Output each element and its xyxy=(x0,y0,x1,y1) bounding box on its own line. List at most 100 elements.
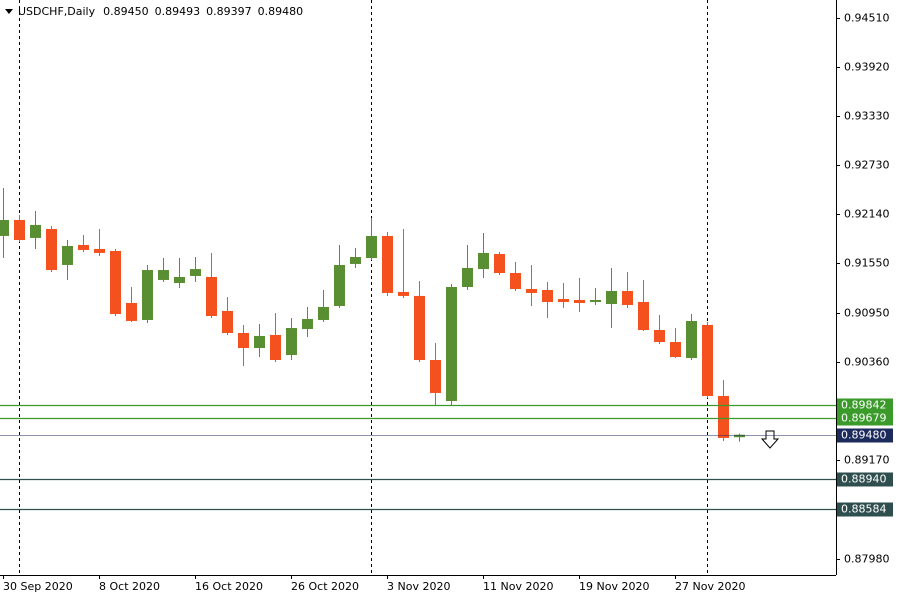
candle-body xyxy=(334,264,345,306)
x-tick-label: 27 Nov 2020 xyxy=(675,580,745,593)
candle xyxy=(174,258,185,288)
candle xyxy=(46,226,57,273)
candle xyxy=(254,323,265,358)
level-label: 0.88584 xyxy=(841,503,887,516)
candle-body xyxy=(78,244,89,250)
x-tick-label: 26 Oct 2020 xyxy=(291,580,359,593)
candle xyxy=(270,313,281,362)
candle xyxy=(654,315,665,345)
candle xyxy=(478,232,489,278)
quote-value: 0.89450 xyxy=(103,5,149,18)
quote-value: 0.89397 xyxy=(206,5,252,18)
candle xyxy=(526,264,537,306)
y-tick-label: 0.90360 xyxy=(844,356,890,369)
candle xyxy=(94,229,105,257)
y-tick-label: 0.93920 xyxy=(844,61,890,74)
quote-value: 0.89480 xyxy=(258,5,304,18)
candle xyxy=(142,264,153,323)
candle-body xyxy=(254,335,265,348)
x-tick-label: 8 Oct 2020 xyxy=(99,580,160,593)
candle-body xyxy=(526,288,537,293)
candle xyxy=(126,287,137,322)
candle-body xyxy=(110,250,121,315)
candle xyxy=(414,280,425,362)
candle xyxy=(430,343,441,406)
candle xyxy=(366,217,377,260)
level-label: 0.89842 xyxy=(841,399,887,412)
candle-body xyxy=(126,302,137,321)
candle xyxy=(206,252,217,318)
candle-body xyxy=(590,300,601,302)
symbol-header: USDCHF,Daily xyxy=(18,5,96,18)
y-tick-label: 0.93330 xyxy=(844,110,890,123)
x-tick-label: 16 Oct 2020 xyxy=(195,580,263,593)
candle-body xyxy=(558,299,569,302)
candle-body xyxy=(670,342,681,358)
candle xyxy=(302,306,313,337)
candle-body xyxy=(206,276,217,317)
level-label-box xyxy=(837,472,893,487)
candle xyxy=(190,257,201,282)
x-tick-label: 11 Nov 2020 xyxy=(483,580,553,593)
candle xyxy=(398,229,409,299)
candle-body xyxy=(414,295,425,360)
candle xyxy=(158,258,169,282)
candle xyxy=(62,240,73,280)
candle-body xyxy=(142,270,153,320)
y-tick-label: 0.87980 xyxy=(844,553,890,566)
candle-body xyxy=(702,324,713,396)
candle-body xyxy=(430,359,441,393)
candle xyxy=(622,272,633,308)
candle-body xyxy=(270,334,281,360)
x-tick-label: 19 Nov 2020 xyxy=(579,580,649,593)
candle-body xyxy=(366,235,377,259)
candle-body xyxy=(686,320,697,359)
candle-body xyxy=(318,306,329,320)
candle xyxy=(14,215,25,243)
candle-body xyxy=(398,291,409,296)
candle-body xyxy=(446,287,457,402)
candle xyxy=(542,281,553,318)
candle-body xyxy=(190,269,201,276)
candle-body xyxy=(238,332,249,348)
candle xyxy=(462,244,473,290)
y-tick-label: 0.90950 xyxy=(844,307,890,320)
menu-triangle[interactable] xyxy=(5,9,13,14)
y-tick-label: 0.94510 xyxy=(844,12,890,25)
candle xyxy=(446,284,457,405)
level-label-box xyxy=(837,502,893,517)
candle-body xyxy=(62,245,73,265)
candle-body xyxy=(462,267,473,288)
level-label-box xyxy=(837,398,893,413)
y-tick-label: 0.89170 xyxy=(844,454,890,467)
level-label-box xyxy=(837,428,893,443)
candle xyxy=(510,261,521,291)
candle-body xyxy=(542,289,553,302)
candle-body xyxy=(350,257,361,264)
candle-body xyxy=(734,434,745,438)
x-tick-label: 3 Nov 2020 xyxy=(387,580,450,593)
candle xyxy=(286,317,297,360)
candle-body xyxy=(302,318,313,330)
candle xyxy=(718,379,729,442)
candle xyxy=(702,321,713,399)
candle-body xyxy=(222,310,233,333)
candle-body xyxy=(174,276,185,284)
candle-body xyxy=(606,290,617,304)
candle-body xyxy=(94,248,105,253)
level-label: 0.89480 xyxy=(841,429,887,442)
candle xyxy=(78,234,89,252)
candle xyxy=(0,187,9,259)
candle xyxy=(670,328,681,359)
x-tick-label: 30 Sep 2020 xyxy=(3,580,73,593)
candle-body xyxy=(0,219,9,236)
candle xyxy=(30,211,41,249)
candle xyxy=(574,277,585,313)
candle xyxy=(350,247,361,268)
y-tick-label: 0.92140 xyxy=(844,208,890,221)
candle-body xyxy=(14,219,25,241)
candle-body xyxy=(510,273,521,289)
candle-body xyxy=(46,229,57,271)
candle xyxy=(334,244,345,308)
